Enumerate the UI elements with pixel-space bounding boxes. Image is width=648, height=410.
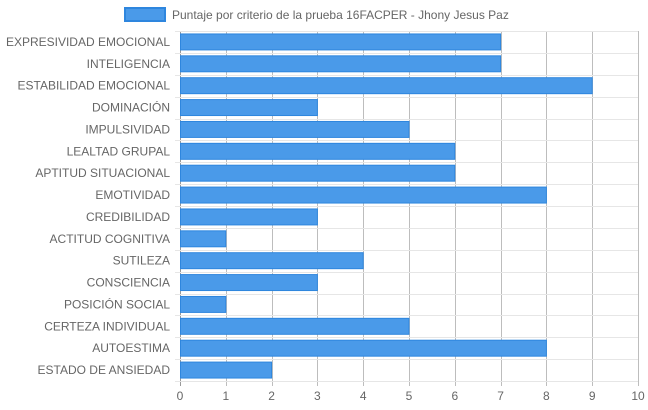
category-label: APTITUD SITUACIONAL: [35, 166, 170, 180]
bar[interactable]: [180, 317, 410, 335]
x-tick-label: 3: [314, 389, 321, 403]
category-label: ESTADO DE ANSIEDAD: [38, 363, 171, 377]
bar[interactable]: [180, 99, 318, 117]
bar[interactable]: [180, 186, 547, 204]
category-label: EMOTIVIDAD: [95, 188, 170, 202]
x-tick-label: 6: [451, 389, 458, 403]
x-tick-label: 8: [543, 389, 550, 403]
x-tick-label: 0: [177, 389, 184, 403]
category-label: IMPULSIVIDAD: [85, 122, 170, 136]
bar[interactable]: [180, 274, 318, 292]
category-label: POSICIÓN SOCIAL: [64, 296, 170, 311]
x-tick-label: 10: [631, 389, 645, 403]
bar[interactable]: [180, 361, 273, 379]
category-label: ESTABILIDAD EMOCIONAL: [18, 79, 171, 93]
bar[interactable]: [180, 295, 227, 313]
bar[interactable]: [180, 230, 227, 248]
bar[interactable]: [180, 164, 456, 182]
bar[interactable]: [180, 339, 547, 357]
category-labels: EXPRESIVIDAD EMOCIONAL INTELIGENCIA ESTABI…: [6, 35, 170, 377]
bars: [180, 33, 593, 379]
legend[interactable]: Puntaje por criterio de la prueba 16FACP…: [124, 7, 509, 22]
category-label: DOMINACIÓN: [92, 100, 170, 115]
x-tick-labels: 0 1 2 3 4 5 6 7 8 9 10: [177, 389, 645, 403]
category-label: SUTILEZA: [113, 254, 170, 268]
bar[interactable]: [180, 33, 502, 51]
category-label: CONSCIENCIA: [87, 276, 170, 290]
x-tick-label: 2: [268, 389, 275, 403]
category-label: ACTITUD COGNITIVA: [50, 232, 170, 246]
bar[interactable]: [180, 142, 456, 160]
category-label: LEALTAD GRUPAL: [67, 144, 171, 158]
x-tick-label: 4: [360, 389, 367, 403]
legend-label[interactable]: Puntaje por criterio de la prueba 16FACP…: [172, 8, 509, 22]
x-tick-label: 1: [222, 389, 229, 403]
bar[interactable]: [180, 252, 364, 270]
category-label: INTELIGENCIA: [87, 57, 170, 71]
legend-swatch[interactable]: [124, 7, 166, 22]
category-label: CREDIBILIDAD: [86, 210, 170, 224]
x-tick-label: 5: [406, 389, 413, 403]
bar[interactable]: [180, 208, 318, 226]
bar[interactable]: [180, 55, 502, 73]
x-tick-label: 9: [589, 389, 596, 403]
x-tick-label: 7: [497, 389, 504, 403]
category-label: EXPRESIVIDAD EMOCIONAL: [6, 35, 170, 49]
bar[interactable]: [180, 120, 410, 138]
bar[interactable]: [180, 77, 593, 95]
category-label: CERTEZA INDIVIDUAL: [44, 319, 170, 333]
category-label: AUTOESTIMA: [92, 341, 170, 355]
